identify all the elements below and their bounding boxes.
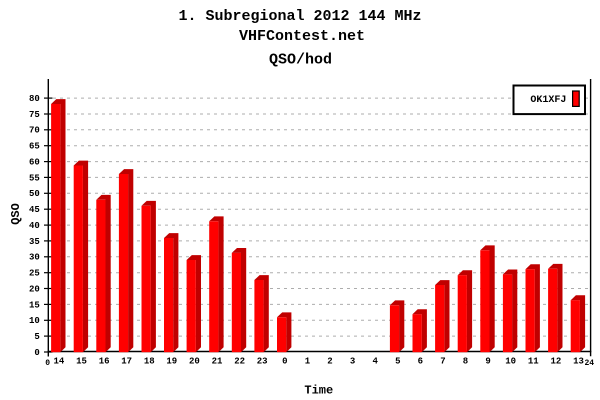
svg-text:40: 40 bbox=[29, 221, 40, 231]
svg-text:60: 60 bbox=[29, 158, 40, 168]
svg-text:75: 75 bbox=[29, 110, 40, 120]
svg-text:30: 30 bbox=[29, 253, 40, 263]
svg-text:50: 50 bbox=[29, 189, 40, 199]
svg-text:8: 8 bbox=[463, 356, 468, 366]
svg-text:23: 23 bbox=[257, 356, 268, 366]
svg-text:2: 2 bbox=[327, 356, 332, 366]
svg-text:13: 13 bbox=[573, 356, 584, 366]
svg-text:0: 0 bbox=[34, 348, 39, 358]
svg-text:VHFContest.net: VHFContest.net bbox=[239, 28, 365, 45]
svg-text:70: 70 bbox=[29, 126, 40, 136]
svg-text:0: 0 bbox=[282, 356, 287, 366]
svg-text:65: 65 bbox=[29, 142, 40, 152]
svg-text:3: 3 bbox=[350, 356, 355, 366]
svg-text:15: 15 bbox=[76, 356, 87, 366]
svg-text:4: 4 bbox=[372, 356, 378, 366]
svg-text:20: 20 bbox=[29, 284, 40, 294]
svg-text:QSO/hod: QSO/hod bbox=[269, 52, 332, 69]
svg-text:1: 1 bbox=[305, 356, 311, 366]
svg-text:9: 9 bbox=[485, 356, 490, 366]
svg-text:21: 21 bbox=[212, 356, 223, 366]
svg-text:0: 0 bbox=[45, 359, 50, 368]
svg-text:QSO: QSO bbox=[9, 203, 23, 225]
svg-text:5: 5 bbox=[34, 332, 39, 342]
svg-text:25: 25 bbox=[29, 269, 40, 279]
svg-text:7: 7 bbox=[440, 356, 445, 366]
svg-text:10: 10 bbox=[29, 316, 40, 326]
svg-text:19: 19 bbox=[166, 356, 177, 366]
svg-text:Time: Time bbox=[304, 384, 333, 398]
svg-text:17: 17 bbox=[121, 356, 132, 366]
svg-text:80: 80 bbox=[29, 94, 40, 104]
svg-text:5: 5 bbox=[395, 356, 400, 366]
svg-text:15: 15 bbox=[29, 300, 40, 310]
svg-text:45: 45 bbox=[29, 205, 40, 215]
svg-text:20: 20 bbox=[189, 356, 200, 366]
svg-text:10: 10 bbox=[505, 356, 516, 366]
svg-text:14: 14 bbox=[53, 356, 64, 366]
svg-text:OK1XFJ: OK1XFJ bbox=[530, 95, 566, 106]
svg-text:35: 35 bbox=[29, 237, 40, 247]
svg-text:12: 12 bbox=[550, 356, 561, 366]
svg-text:22: 22 bbox=[234, 356, 245, 366]
svg-text:11: 11 bbox=[528, 356, 539, 366]
svg-text:55: 55 bbox=[29, 173, 40, 183]
svg-text:24: 24 bbox=[584, 359, 594, 368]
svg-text:16: 16 bbox=[99, 356, 110, 366]
svg-text:18: 18 bbox=[144, 356, 155, 366]
svg-text:1. Subregional 2012 144 MHz: 1. Subregional 2012 144 MHz bbox=[178, 8, 421, 25]
svg-text:6: 6 bbox=[418, 356, 423, 366]
